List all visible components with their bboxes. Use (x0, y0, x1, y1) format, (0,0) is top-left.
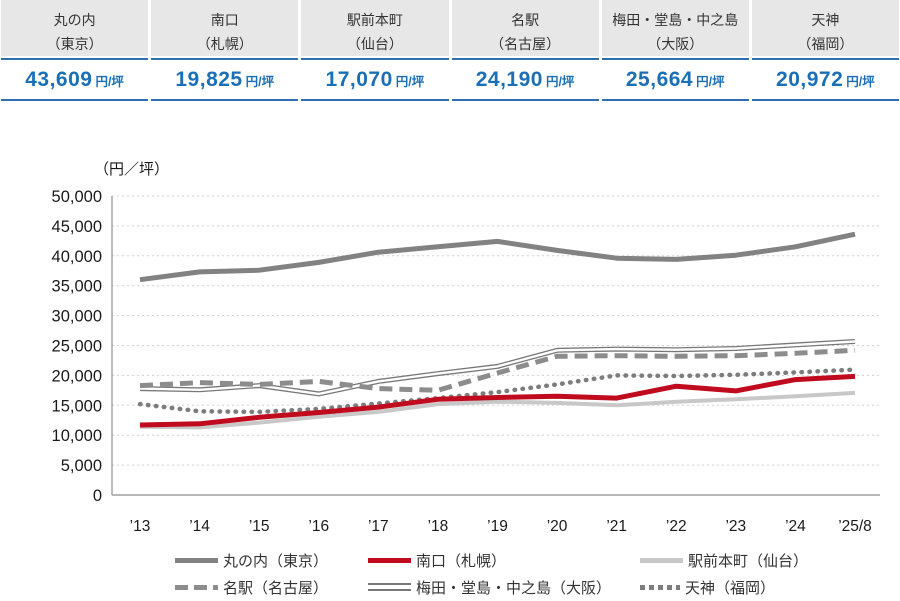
summary-card-ekimae-honcho: 駅前本町 （仙台） 17,070 円/坪 (301, 0, 449, 101)
x-tick-label: ’24 (785, 518, 806, 535)
legend-swatch-minamiguchi (368, 557, 411, 563)
summary-card-title: 丸の内 （東京） (1, 0, 149, 56)
legend-item-tenjin: 天神（福岡） (640, 577, 880, 597)
summary-card-value: 43,609 円/坪 (1, 58, 149, 101)
summary-card-value: 25,664 円/坪 (601, 58, 749, 101)
legend-swatch-ekimae-honcho (640, 557, 683, 563)
legend-label-minamiguchi: 南口（札幌） (416, 552, 507, 570)
y-tick-label: 50,000 (52, 188, 102, 206)
summary-card-value: 17,070 円/坪 (301, 58, 449, 101)
summary-card-value: 20,972 円/坪 (751, 58, 899, 101)
summary-card-title: 天神 （福岡） (751, 0, 899, 56)
x-tick-label: ’22 (666, 518, 687, 535)
x-tick-label: ’25/8 (838, 518, 872, 535)
series-line-minamiguchi (139, 373, 856, 428)
summary-card-marunouchi: 丸の内 （東京） 43,609 円/坪 (1, 0, 149, 101)
y-tick-label: 5,000 (61, 457, 102, 475)
legend-item-meieki: 名駅（名古屋） (175, 577, 368, 597)
legend-swatch-umeda (368, 583, 411, 591)
y-tick-label: 20,000 (52, 367, 102, 385)
x-tick-label: ’17 (368, 518, 389, 535)
x-tick-label: ’18 (428, 518, 449, 535)
x-tick-label: ’20 (547, 518, 568, 535)
y-tick-label: 25,000 (52, 338, 102, 356)
summary-card-value: 19,825 円/坪 (151, 58, 299, 101)
y-tick-label: 35,000 (52, 278, 102, 296)
x-tick-label: ’19 (487, 518, 508, 535)
x-tick-label: ’21 (606, 518, 627, 535)
y-tick-label: 30,000 (52, 308, 102, 326)
summary-card-title: 梅田・堂島・中之島 （大阪） (601, 0, 749, 56)
y-tick-label: 0 (93, 487, 102, 505)
legend-label-tenjin: 天神（福岡） (685, 579, 776, 597)
legend-label-meieki: 名駅（名古屋） (223, 579, 329, 597)
x-tick-label: ’14 (189, 518, 210, 535)
y-tick-label: 45,000 (52, 218, 102, 236)
chart-legend: 丸の内（東京） 南口（札幌） 駅前本町（仙台） 名駅（名古屋） 梅田・堂島・中之島（大阪… (175, 550, 880, 597)
legend-swatch-marunouchi (175, 557, 218, 563)
series-line-umeda-inner (139, 340, 856, 396)
summary-card-umeda: 梅田・堂島・中之島 （大阪） 25,664 円/坪 (601, 0, 749, 101)
series-line-tenjin (137, 367, 858, 415)
y-tick-label: 15,000 (52, 397, 102, 415)
legend-item-ekimae-honcho: 駅前本町（仙台） (640, 550, 880, 570)
x-tick-label: ’15 (249, 518, 270, 535)
summary-card-meieki: 名駅 （名古屋） 24,190 円/坪 (451, 0, 599, 101)
x-tick-label: ’16 (308, 518, 329, 535)
legend-item-umeda: 梅田・堂島・中之島（大阪） (368, 577, 640, 597)
summary-card-tenjin: 天神 （福岡） 20,972 円/坪 (751, 0, 899, 101)
legend-item-minamiguchi: 南口（札幌） (368, 550, 640, 570)
series-line-marunouchi (139, 231, 856, 283)
series-line-meieki (139, 347, 856, 393)
rent-trend-chart: 0 5,000 10,000 15,000 20,000 25,000 30,000 35,0… (52, 188, 880, 535)
summary-table: 丸の内 （東京） 43,609 円/坪 南口 （札幌） 19,825 円/坪 駅前本町 （仙台） 1… (0, 0, 900, 101)
legend-label-ekimae-honcho: 駅前本町（仙台） (688, 552, 809, 570)
summary-card-title: 駅前本町 （仙台） (301, 0, 449, 56)
summary-card-value: 24,190 円/坪 (451, 58, 599, 101)
summary-card-minamiguchi: 南口 （札幌） 19,825 円/坪 (151, 0, 299, 101)
y-axis-unit-label: （円／坪） (94, 161, 170, 178)
legend-label-marunouchi: 丸の内（東京） (223, 552, 329, 570)
y-tick-label: 40,000 (52, 248, 102, 266)
x-tick-label: ’23 (725, 518, 746, 535)
legend-swatch-tenjin (640, 584, 680, 590)
legend-swatch-meieki (175, 584, 218, 590)
summary-card-title: 南口 （札幌） (151, 0, 299, 56)
summary-card-title: 名駅 （名古屋） (451, 0, 599, 56)
chart-section: （円／坪） 0 5,000 10,000 15,000 20,000 25,000 30,0… (0, 101, 900, 601)
x-tick-label: ’13 (130, 518, 151, 535)
y-tick-label: 10,000 (52, 427, 102, 445)
legend-item-marunouchi: 丸の内（東京） (175, 550, 368, 570)
legend-label-umeda: 梅田・堂島・中之島（大阪） (416, 579, 612, 597)
series-line-ekimae-honcho (139, 390, 856, 430)
